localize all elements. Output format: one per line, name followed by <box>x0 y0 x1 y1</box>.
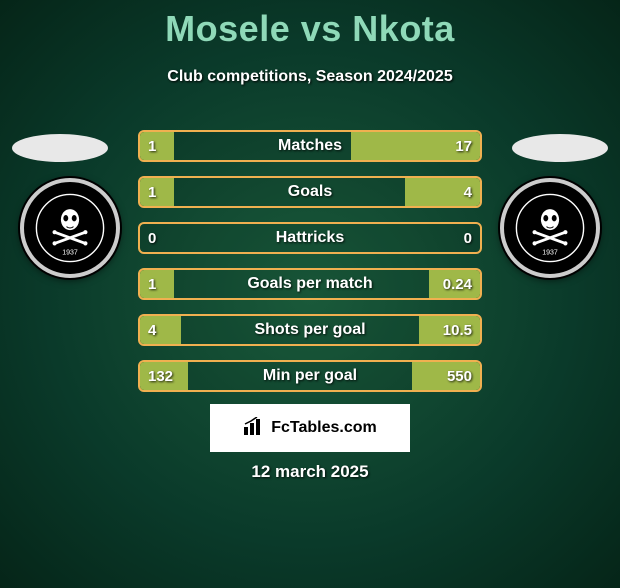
club-logo-right: 1937 <box>500 178 600 278</box>
shadow-ellipse-right <box>512 134 608 162</box>
bar-label: Goals <box>140 178 480 206</box>
title-vs: vs <box>301 8 342 49</box>
date-text: 12 march 2025 <box>0 462 620 482</box>
stat-bar-row: 410.5Shots per goal <box>138 314 482 346</box>
stat-bar-row: 132550Min per goal <box>138 360 482 392</box>
bar-label: Hattricks <box>140 224 480 252</box>
pirates-crest-icon: 1937 <box>515 193 585 263</box>
stat-bar-row: 117Matches <box>138 130 482 162</box>
title-player-right: Nkota <box>352 8 455 49</box>
club-logo-left: 1937 <box>20 178 120 278</box>
svg-text:1937: 1937 <box>62 250 78 257</box>
bar-label: Matches <box>140 132 480 160</box>
stat-bar-row: 00Hattricks <box>138 222 482 254</box>
title-player-left: Mosele <box>165 8 290 49</box>
stats-bar-container: 117Matches 14Goals 00Hattricks 10.24Goals p… <box>138 130 482 406</box>
page-title: Mosele vs Nkota <box>0 8 620 50</box>
stat-bar-row: 10.24Goals per match <box>138 268 482 300</box>
brand-text: FcTables.com <box>271 419 377 437</box>
bar-label: Goals per match <box>140 270 480 298</box>
svg-text:1937: 1937 <box>542 250 558 257</box>
brand-chart-icon <box>243 417 265 440</box>
shadow-ellipse-left <box>12 134 108 162</box>
brand-box: FcTables.com <box>210 404 410 452</box>
pirates-crest-icon: 1937 <box>35 193 105 263</box>
subtitle: Club competitions, Season 2024/2025 <box>0 68 620 86</box>
bar-label: Shots per goal <box>140 316 480 344</box>
stat-bar-row: 14Goals <box>138 176 482 208</box>
bar-label: Min per goal <box>140 362 480 390</box>
